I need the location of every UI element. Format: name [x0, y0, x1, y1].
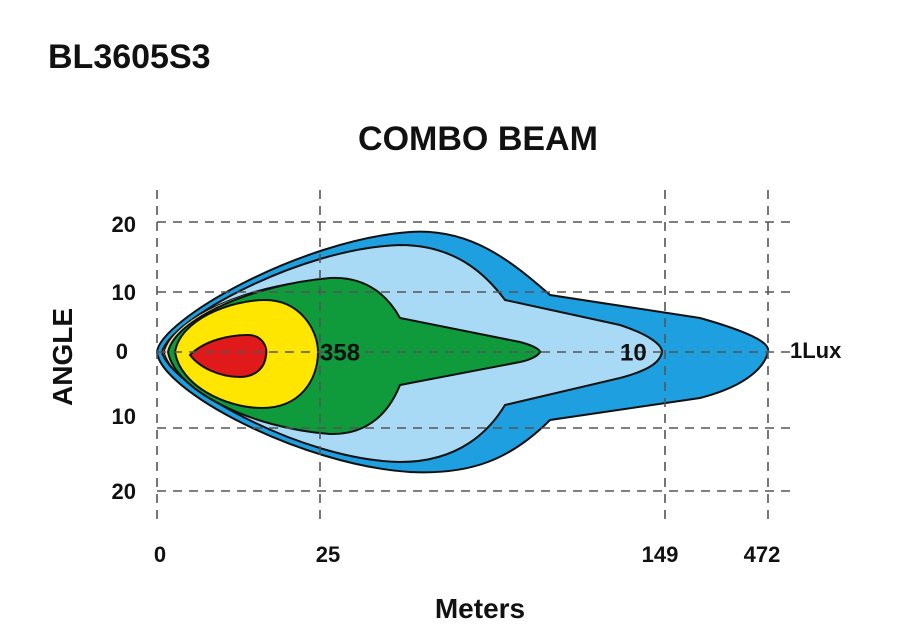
- x-tick-label: 472: [744, 542, 781, 567]
- title: BL3605S3: [48, 38, 211, 76]
- zone-red: [188, 333, 268, 379]
- y-ticks: 20 10 0 10 20: [112, 212, 136, 504]
- x-axis-label: Meters: [435, 593, 525, 624]
- y-tick-label: 10: [112, 280, 136, 305]
- annotation: 1Lux: [790, 338, 842, 363]
- y-tick-label: 10: [112, 404, 136, 429]
- y-axis-label: ANGLE: [47, 308, 78, 406]
- x-tick-label: 149: [642, 542, 679, 567]
- grid: [156, 190, 790, 525]
- subtitle: COMBO BEAM: [358, 120, 598, 158]
- x-tick-label: 0: [154, 542, 166, 567]
- x-tick-label: 25: [316, 542, 340, 567]
- annotation: 10: [620, 339, 647, 366]
- x-ticks: 0 25 149 472: [154, 542, 780, 567]
- annotations: 358 10 1Lux: [320, 338, 842, 367]
- annotation: 358: [320, 339, 360, 366]
- y-tick-label: 20: [112, 479, 136, 504]
- y-tick-label: 20: [112, 212, 136, 237]
- y-tick-label: 0: [116, 339, 128, 364]
